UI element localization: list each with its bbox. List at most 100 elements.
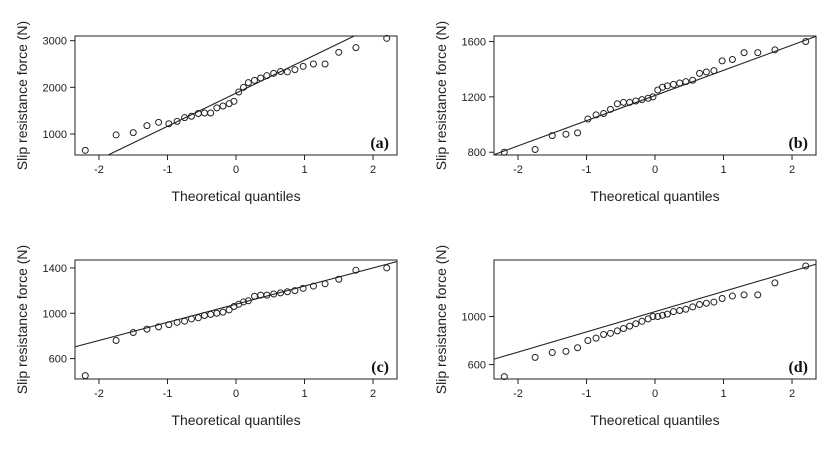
data-point — [718, 294, 726, 302]
x-tick-label: 1 — [720, 164, 726, 176]
data-point — [250, 76, 258, 84]
data-point — [613, 100, 621, 108]
data-point — [165, 321, 173, 329]
y-tick-label: 1000 — [43, 308, 67, 320]
data-point — [129, 129, 137, 137]
data-point — [244, 79, 252, 87]
data-point — [219, 102, 227, 110]
panel-label: (b) — [788, 135, 808, 152]
data-point — [230, 97, 238, 105]
data-point — [240, 83, 248, 91]
data-point — [309, 60, 317, 68]
data-point — [283, 288, 291, 296]
data-point — [669, 308, 677, 316]
plot-frame — [74, 259, 398, 380]
reference-line — [494, 263, 816, 360]
data-point — [155, 118, 163, 126]
data-point — [562, 347, 570, 355]
data-point — [299, 284, 307, 292]
data-point — [250, 292, 258, 300]
data-point — [676, 79, 684, 87]
plot-frame — [74, 35, 398, 156]
data-point — [702, 68, 710, 76]
data-point — [277, 289, 285, 297]
data-point — [659, 83, 667, 91]
data-point — [129, 329, 137, 337]
data-point — [649, 312, 657, 320]
data-point — [263, 72, 271, 80]
data-point — [155, 323, 163, 331]
data-point — [244, 297, 252, 305]
y-tick-label: 800 — [468, 147, 486, 159]
data-point — [649, 93, 657, 101]
x-tick-label: -2 — [94, 164, 104, 176]
data-point — [321, 280, 329, 288]
data-point — [143, 325, 151, 333]
x-axis-label: Theoretical quantiles — [171, 188, 300, 204]
x-tick-label: -2 — [94, 388, 104, 400]
data-point — [165, 120, 173, 128]
data-point — [200, 312, 208, 320]
x-tick-label: 1 — [301, 164, 307, 176]
data-point — [112, 336, 120, 344]
data-point — [682, 305, 690, 313]
data-point — [352, 44, 360, 52]
data-point — [263, 291, 271, 299]
x-tick-label: 0 — [652, 388, 658, 400]
data-point — [352, 266, 360, 274]
data-point — [335, 275, 343, 283]
data-point — [187, 112, 195, 120]
data-point — [740, 291, 748, 299]
data-point — [626, 322, 634, 330]
x-axis-label: Theoretical quantiles — [590, 188, 719, 204]
data-point — [574, 344, 582, 352]
reference-line — [494, 36, 816, 155]
x-tick-label: -1 — [582, 388, 592, 400]
data-point — [676, 306, 684, 314]
data-point — [207, 109, 215, 117]
data-point — [689, 76, 697, 84]
data-point — [606, 105, 614, 113]
data-point — [291, 287, 299, 295]
data-point — [689, 303, 697, 311]
data-point — [548, 132, 556, 140]
data-point — [771, 46, 779, 54]
data-point — [659, 311, 667, 319]
data-point — [81, 146, 89, 154]
data-point — [112, 131, 120, 139]
x-tick-label: 0 — [652, 164, 658, 176]
data-point — [335, 48, 343, 56]
data-point — [207, 310, 215, 318]
data-point — [574, 129, 582, 137]
data-point — [592, 334, 600, 342]
data-point — [728, 292, 736, 300]
qq-panel-2: -2 -1 0 1 2 800 1200 1600 Theoretical quantiles S… — [433, 21, 817, 204]
data-point — [321, 60, 329, 68]
x-tick-label: 2 — [370, 388, 376, 400]
panel-label: (c) — [371, 359, 389, 376]
data-point — [283, 68, 291, 76]
data-point — [584, 115, 592, 123]
data-point — [383, 264, 391, 272]
data-point — [173, 117, 181, 125]
qq-panel-1: -2 -1 0 1 2 1000 2000 3000 Theoretical quantiles… — [14, 21, 398, 204]
y-tick-label: 1000 — [43, 129, 67, 141]
data-point — [754, 49, 762, 57]
data-point — [299, 62, 307, 70]
y-tick-label: 600 — [468, 360, 486, 372]
data-point — [235, 88, 243, 96]
data-point — [309, 282, 317, 290]
data-point — [600, 109, 608, 117]
data-point — [531, 353, 539, 361]
data-point — [710, 298, 718, 306]
y-tick-label: 1400 — [43, 263, 67, 275]
data-point — [548, 349, 556, 357]
x-tick-label: -2 — [513, 164, 523, 176]
data-point — [754, 291, 762, 299]
data-point — [562, 130, 570, 138]
data-point — [600, 331, 608, 339]
panel-label: (a) — [370, 135, 389, 152]
data-point — [619, 98, 627, 106]
data-point — [291, 66, 299, 74]
plot-frame — [493, 259, 817, 380]
